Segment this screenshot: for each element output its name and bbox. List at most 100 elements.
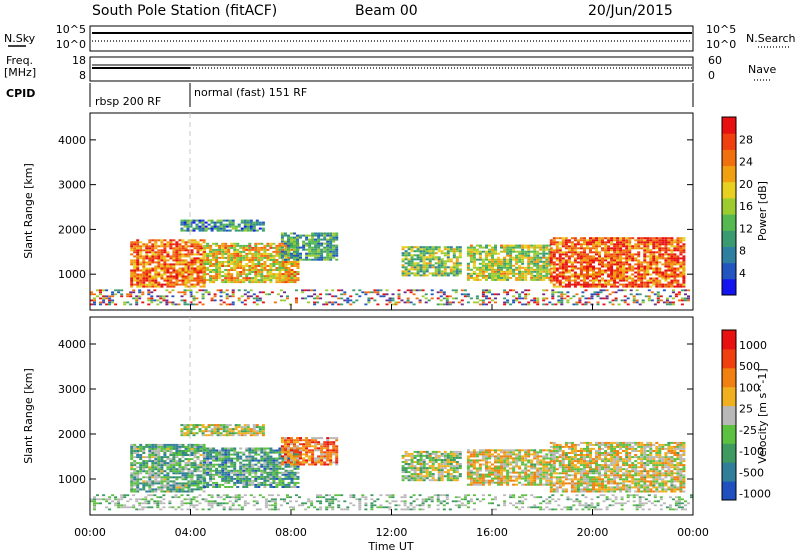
echo-cell: [570, 255, 574, 258]
echo-cell: [302, 234, 306, 237]
echo-cell: [190, 253, 194, 256]
echo-cell: [216, 225, 220, 228]
echo-cell: [160, 283, 164, 286]
echo-cell: [533, 264, 537, 267]
echo-cell: [661, 249, 665, 252]
echo-cell: [221, 463, 225, 466]
echo-cell: [278, 250, 282, 253]
echo-cell: [530, 266, 534, 269]
echo-cell: [230, 256, 234, 259]
echo-cell: [209, 467, 213, 470]
echo-cell: [404, 262, 408, 265]
echo-cell: [157, 239, 161, 242]
echo-cell: [308, 248, 312, 251]
echo-cell: [163, 267, 167, 270]
echo-cell: [649, 277, 653, 280]
echo-cell: [233, 261, 237, 263]
echo-cell: [166, 245, 170, 248]
echo-cell: [293, 254, 296, 257]
echo-cell: [139, 464, 143, 467]
echo-cell: [266, 254, 270, 257]
echo-cell: [455, 246, 459, 249]
echo-cell: [221, 455, 225, 458]
echo-cell: [245, 469, 249, 472]
echo-cell: [320, 445, 324, 448]
echo-cell: [248, 449, 252, 452]
echo-cell: [332, 244, 336, 247]
echo-cell: [455, 272, 459, 275]
echo-cell: [536, 252, 540, 255]
echo-cell: [563, 297, 567, 300]
echo-cell: [240, 219, 244, 222]
echo-cell: [664, 261, 668, 264]
echo-cell: [159, 295, 163, 298]
echo-cell: [293, 275, 297, 278]
echo-cell: [331, 301, 335, 304]
echo-cell: [497, 262, 500, 265]
echo-cell: [305, 445, 309, 448]
echo-cell: [169, 468, 173, 471]
echo-cell: [202, 239, 206, 242]
echo-cell: [245, 256, 249, 259]
echo-cell: [601, 237, 604, 240]
echo-cell: [154, 456, 158, 459]
echo-cell: [326, 244, 330, 247]
echo-cell: [521, 252, 525, 255]
echo-cell: [506, 260, 510, 263]
echo-cell: [233, 483, 237, 486]
echo-cell: [148, 482, 152, 485]
echo-cell: [130, 462, 134, 465]
echo-cell: [419, 258, 423, 261]
echo-cell: [154, 445, 158, 448]
echo-cell: [524, 295, 528, 298]
echo-cell: [227, 273, 231, 276]
echo-cell: [512, 299, 516, 302]
echo-cell: [130, 486, 134, 489]
echo-cell: [581, 303, 585, 306]
echo-cell: [649, 255, 653, 258]
echo-cell: [437, 246, 441, 249]
echo-cell: [413, 465, 417, 468]
echo-cell: [643, 283, 647, 286]
echo-cell: [573, 245, 577, 248]
echo-cell: [245, 465, 249, 468]
echo-cell: [201, 219, 205, 222]
echo-cell: [246, 428, 250, 431]
echo-cell: [266, 467, 270, 470]
echo-cell: [619, 283, 623, 286]
echo-cell: [560, 293, 564, 296]
echo-cell: [181, 476, 185, 479]
echo-cell: [272, 275, 276, 278]
echo-cell: [203, 244, 207, 247]
echo-cell: [166, 488, 170, 491]
echo-cell: [622, 283, 626, 286]
echo-cell: [586, 261, 589, 264]
echo-cell: [352, 289, 356, 292]
echo-cell: [240, 227, 244, 230]
echo-cell: [283, 291, 286, 294]
echo-cell: [419, 268, 423, 271]
echo-cell: [193, 241, 197, 244]
echo-cell: [287, 443, 290, 446]
echo-cell: [475, 250, 479, 253]
echo-cell: [290, 244, 293, 247]
echo-cell: [631, 281, 635, 284]
echo-cell: [323, 246, 327, 249]
echo-cell: [290, 254, 293, 257]
echo-cell: [269, 483, 273, 486]
echo-cell: [296, 439, 299, 442]
echo-cell: [269, 265, 273, 267]
echo-cell: [287, 449, 290, 452]
echo-cell: [555, 241, 559, 244]
echo-cell: [129, 291, 133, 294]
echo-cell: [567, 285, 571, 288]
echo-cell: [261, 223, 265, 226]
echo-cell: [625, 253, 629, 256]
echo-cell: [287, 254, 290, 257]
echo-cell: [296, 441, 299, 444]
echo-cell: [193, 447, 197, 450]
echo-cell: [397, 297, 401, 300]
echo-cell: [228, 434, 232, 437]
echo-cell: [296, 273, 300, 276]
echo-cell: [434, 262, 438, 265]
